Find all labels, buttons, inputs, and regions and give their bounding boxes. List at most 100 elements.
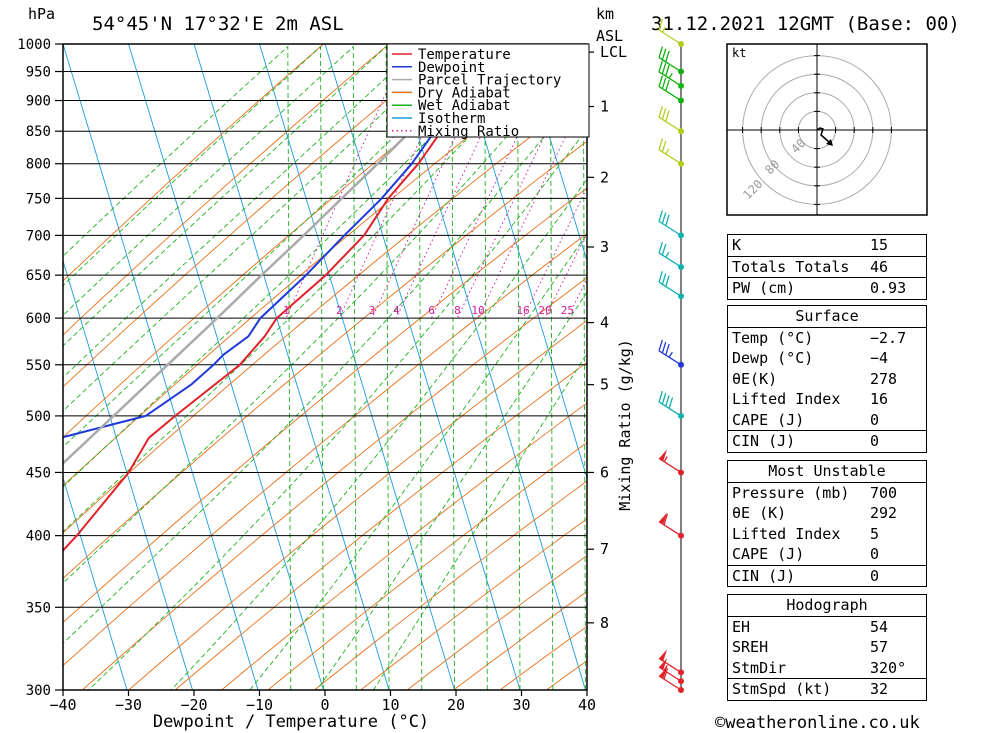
wind-barb-flag bbox=[658, 339, 663, 351]
isotherm-line bbox=[390, 44, 586, 690]
legend-box bbox=[386, 43, 590, 138]
wind-barb-flag bbox=[658, 271, 663, 283]
pressure-tick-label: 900 bbox=[26, 94, 51, 110]
index-label: Dewp (°C) bbox=[727, 348, 866, 369]
table-row: θE (K) 292 bbox=[727, 503, 927, 524]
wind-barb bbox=[658, 46, 684, 75]
index-label: CAPE (J) bbox=[727, 409, 866, 431]
wind-barb-flag bbox=[665, 275, 670, 287]
location-title: 54°45'N 17°32'E 2m ASL bbox=[92, 13, 344, 35]
index-value: −2.7 bbox=[866, 327, 927, 348]
wind-barb-flag bbox=[658, 18, 663, 31]
table-row: StmSpd (kt) 32 bbox=[727, 678, 927, 701]
index-value: 0 bbox=[866, 544, 927, 565]
pressure-tick-label: 450 bbox=[26, 465, 51, 481]
index-value: 16 bbox=[866, 389, 927, 410]
table-row: Most Unstable bbox=[727, 460, 927, 483]
wind-barb-flag bbox=[665, 343, 670, 356]
section-title: Hodograph bbox=[727, 594, 927, 617]
table-row: Dewp (°C) −4 bbox=[727, 348, 927, 369]
wind-barb bbox=[658, 339, 684, 368]
credit-label: ©weatheronline.co.uk bbox=[715, 713, 920, 733]
index-value: 5 bbox=[866, 523, 927, 544]
hodograph-trace bbox=[816, 127, 830, 143]
wind-barb-flag bbox=[658, 75, 663, 87]
index-label: EH bbox=[727, 616, 866, 637]
sounding-profiles bbox=[63, 44, 504, 552]
index-value: 0 bbox=[866, 409, 927, 431]
mixing-ratio-tick-label: 6 bbox=[428, 304, 435, 317]
index-value: 32 bbox=[866, 678, 927, 701]
index-label: Pressure (mb) bbox=[727, 482, 866, 503]
temperature-tick-label: −20 bbox=[180, 696, 207, 714]
table-row: SREH 57 bbox=[727, 637, 927, 658]
wet-adiabat-line bbox=[373, 352, 587, 690]
isotherm-line bbox=[324, 44, 521, 690]
mixing-ratio-tick-label: 10 bbox=[471, 304, 484, 317]
temperature-tick-label: 40 bbox=[578, 696, 596, 714]
wind-barb bbox=[658, 512, 684, 539]
km-unit-label: km bbox=[596, 5, 614, 23]
wind-barb-flag bbox=[661, 62, 667, 75]
wind-barb-flag bbox=[668, 397, 674, 409]
mixing-ratio-tick-label: 25 bbox=[561, 304, 574, 317]
dry-adiabat-line bbox=[63, 44, 455, 388]
wind-barb-pennant bbox=[659, 649, 668, 662]
pressure-tick-label: 700 bbox=[26, 228, 51, 244]
index-label: K bbox=[727, 234, 866, 257]
wind-barb-flag bbox=[665, 79, 670, 92]
wet-adiabat-line bbox=[63, 45, 586, 690]
isotherm-line bbox=[455, 44, 587, 480]
wind-barb-flag bbox=[661, 244, 667, 256]
x-axis-label: Dewpoint / Temperature (°C) bbox=[153, 712, 429, 732]
table-row: CAPE (J) 0 bbox=[727, 409, 927, 431]
dry-adiabat-line bbox=[63, 44, 586, 487]
isotherm-line bbox=[259, 44, 455, 690]
index-value: 0 bbox=[866, 564, 927, 587]
dry-adiabat-line bbox=[267, 441, 587, 690]
dry-adiabat-line bbox=[63, 44, 521, 438]
height-tick-label: 6 bbox=[600, 463, 609, 481]
wind-barb-staff bbox=[658, 252, 682, 268]
pressure-tick-label: 300 bbox=[26, 683, 51, 699]
wind-barb bbox=[658, 649, 684, 676]
temperature-tick-label: −30 bbox=[115, 696, 142, 714]
hodograph-indices-table: Hodograph EH 54 SREH 57 StmDir 320° StmSpd … bbox=[727, 594, 927, 701]
wind-barb-staff bbox=[658, 149, 682, 165]
height-tick-label: 7 bbox=[600, 540, 609, 558]
pressure-tick-label: 850 bbox=[26, 124, 51, 140]
wind-barb bbox=[658, 449, 684, 476]
mixing-ratio-labels: 1 2 3 4 6 8 10 16 20 25 bbox=[283, 304, 574, 317]
wet-adiabat-line bbox=[249, 232, 587, 690]
wet-adiabat-line bbox=[63, 45, 292, 690]
wind-barb-half-flag bbox=[663, 664, 668, 671]
general-indices-table: K 15 Totals Totals 46 PW (cm) 0.93 bbox=[727, 234, 927, 300]
wind-barb-flag bbox=[661, 392, 667, 405]
wind-barb-pennant bbox=[659, 449, 668, 462]
height-tick-label: 5 bbox=[600, 376, 609, 394]
wind-barb-flag bbox=[665, 395, 670, 407]
index-label: SREH bbox=[727, 637, 866, 658]
legend-label: Temperature bbox=[418, 47, 511, 63]
wind-barb bbox=[658, 210, 684, 239]
wind-barb-half-flag bbox=[661, 26, 667, 33]
plot-frame bbox=[62, 43, 588, 691]
pressure-axis: 300 350 400 450 500 550 600 650 700 750 800 850 900 9… bbox=[17, 37, 63, 699]
index-value: 46 bbox=[866, 256, 927, 278]
wind-barb bbox=[658, 106, 684, 135]
height-tick-label: 3 bbox=[600, 238, 609, 256]
dry-adiabat-line bbox=[82, 277, 587, 690]
index-value: 54 bbox=[866, 616, 927, 637]
index-value: 0.93 bbox=[866, 277, 927, 300]
index-value: 700 bbox=[866, 482, 927, 503]
wind-barb-flag bbox=[661, 77, 667, 89]
wind-barb-flag bbox=[663, 513, 669, 526]
dry-adiabat-line bbox=[221, 402, 587, 690]
wind-barb-staff bbox=[658, 56, 682, 73]
dry-adiabat-line bbox=[63, 140, 587, 580]
index-value: 15 bbox=[866, 234, 927, 257]
pressure-tick-label: 600 bbox=[26, 311, 51, 327]
mixing-ratio-tick-label: 16 bbox=[516, 304, 529, 317]
index-label: CIN (J) bbox=[727, 430, 866, 453]
height-axis: 8 7 6 5 4 3 2 1 LCL bbox=[587, 43, 627, 632]
